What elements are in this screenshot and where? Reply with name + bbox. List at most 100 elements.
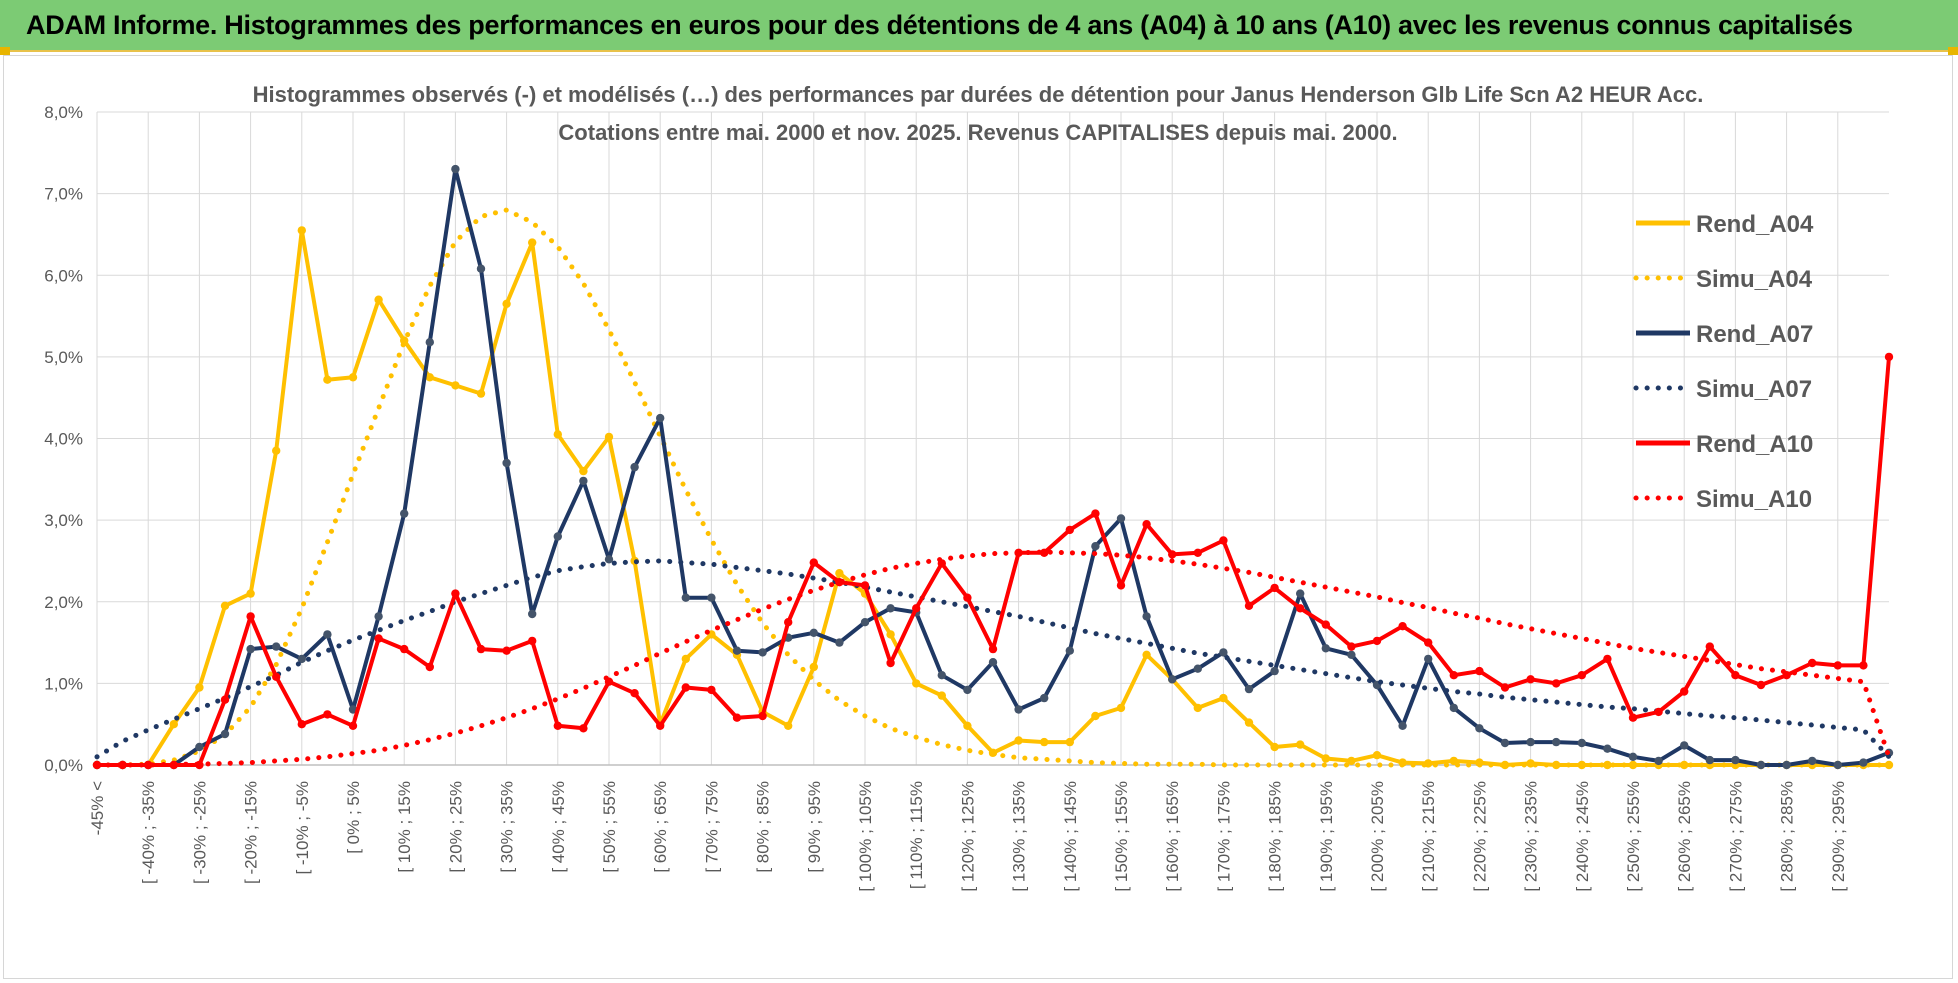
data-point-Rend_A10 [476, 644, 486, 654]
data-point-Rend_A10 [400, 644, 409, 654]
data-point-Rend_A10 [1680, 687, 1689, 696]
data-point-Rend_A04 [912, 679, 921, 688]
data-point-Rend_A04 [1884, 760, 1894, 770]
data-point-Rend_A07 [528, 609, 537, 619]
data-point-Rend_A04 [323, 375, 332, 384]
data-point-Rend_A07 [1680, 741, 1689, 750]
y-tick-label: 4,0% [44, 430, 83, 449]
data-point-Rend_A10 [1756, 680, 1766, 690]
data-point-Rend_A07 [1475, 724, 1484, 733]
data-point-Rend_A07 [732, 646, 742, 655]
series-line-Simu_A07 [94, 558, 1892, 760]
series-Simu_A04 [94, 207, 1892, 768]
data-point-Rend_A04 [1347, 756, 1356, 766]
chart-title-line-1: Histogrammes observés (-) et modélisés (… [253, 82, 1704, 107]
y-tick-label: 1,0% [44, 674, 83, 693]
data-point-Rend_A04 [886, 630, 895, 639]
data-point-Rend_A10 [348, 721, 358, 730]
data-point-Rend_A10 [758, 711, 767, 721]
data-point-Rend_A10 [1372, 636, 1382, 646]
data-point-Rend_A07 [860, 618, 870, 627]
y-tick-label: 6,0% [44, 266, 83, 285]
data-point-Rend_A10 [1321, 620, 1331, 629]
data-point-Rend_A10 [963, 593, 972, 602]
data-point-Rend_A10 [272, 672, 281, 681]
data-point-Rend_A07 [1705, 755, 1715, 765]
data-point-Rend_A10 [1270, 583, 1279, 593]
x-tick-label: [ 40% ; 45% [549, 781, 568, 873]
data-point-Rend_A10 [1705, 642, 1715, 651]
x-axis: -45% < [ -40% ; -35% [ -30% ; -25% [ -20% ;… [88, 764, 1889, 892]
data-point-Rend_A10 [1244, 601, 1254, 610]
data-point-Rend_A07 [220, 729, 230, 739]
data-point-Rend_A04 [1680, 760, 1689, 770]
data-point-Rend_A10 [860, 581, 870, 590]
data-point-Rend_A10 [1449, 671, 1459, 680]
legend-label: Rend_A10 [1696, 431, 1813, 458]
data-point-Rend_A04 [1244, 718, 1254, 727]
x-tick-label: [ 30% ; 35% [498, 781, 517, 873]
data-point-Rend_A04 [835, 569, 844, 578]
legend-entry-Simu_A10: Simu_A10 [1633, 486, 1812, 513]
data-point-Rend_A04 [1296, 740, 1305, 749]
data-point-Rend_A10 [1526, 675, 1535, 684]
x-tick-label: [ 230% ; 235% [1522, 781, 1541, 892]
data-point-Rend_A04 [246, 589, 255, 598]
data-point-Rend_A04 [476, 389, 486, 398]
data-point-Rend_A07 [1500, 738, 1510, 748]
data-point-Rend_A10 [1731, 671, 1740, 680]
series-Simu_A07 [94, 558, 1892, 760]
series-Simu_A10 [94, 549, 1892, 768]
data-point-Rend_A04 [1526, 759, 1535, 768]
data-point-Rend_A07 [886, 604, 895, 613]
legend-label: Rend_A07 [1696, 321, 1813, 348]
data-point-Rend_A04 [1091, 711, 1100, 721]
data-point-Rend_A07 [1782, 760, 1791, 770]
data-point-Rend_A07 [1065, 646, 1075, 655]
data-point-Rend_A07 [1731, 755, 1740, 765]
data-point-Rend_A07 [835, 638, 844, 647]
chart-frame [3, 55, 1953, 979]
data-point-Rend_A04 [1219, 693, 1228, 703]
x-tick-label: [ 60% ; 65% [651, 781, 670, 873]
data-point-Rend_A10 [656, 721, 665, 730]
data-point-Rend_A10 [425, 662, 434, 672]
data-point-Rend_A10 [1168, 550, 1177, 559]
data-point-Rend_A10 [553, 721, 562, 730]
legend-label: Simu_A10 [1696, 486, 1812, 513]
x-tick-label: [ 70% ; 75% [702, 781, 721, 873]
data-point-Rend_A04 [451, 381, 460, 390]
data-point-Rend_A04 [374, 295, 383, 304]
data-point-Rend_A07 [1526, 737, 1535, 747]
legend-label: Simu_A07 [1696, 376, 1812, 403]
legend-entry-Simu_A04: Simu_A04 [1633, 266, 1813, 293]
x-tick-label: [ 130% ; 135% [1010, 781, 1029, 892]
data-point-Rend_A07 [937, 671, 946, 680]
data-point-Rend_A10 [1424, 638, 1433, 647]
x-tick-label: [ 0% ; 5% [344, 781, 363, 854]
data-point-Rend_A07 [579, 476, 588, 486]
data-point-Rend_A04 [681, 654, 690, 664]
y-tick-label: 2,0% [44, 593, 83, 612]
data-point-Rend_A07 [963, 685, 972, 695]
data-point-Rend_A10 [1654, 707, 1663, 717]
chart-title-line-2: Cotations entre mai. 2000 et nov. 2025. … [558, 120, 1397, 145]
data-point-Rend_A10 [1040, 548, 1049, 557]
data-point-Rend_A07 [323, 630, 332, 639]
data-point-Rend_A04 [809, 662, 818, 672]
data-point-Rend_A04 [937, 691, 946, 700]
data-point-Rend_A10 [579, 724, 588, 733]
legend-label: Simu_A04 [1696, 266, 1813, 293]
data-point-Rend_A04 [502, 299, 511, 308]
data-point-Rend_A10 [1219, 536, 1228, 545]
data-point-Rend_A10 [1142, 520, 1151, 529]
x-tick-label: [ 220% ; 225% [1470, 781, 1489, 892]
x-tick-label: [ 120% ; 125% [958, 781, 977, 892]
data-point-Rend_A04 [1449, 756, 1459, 766]
data-point-Rend_A10 [1296, 604, 1305, 613]
data-point-Rend_A10 [246, 612, 255, 621]
corner-mark-right [1948, 47, 1958, 55]
data-point-Rend_A07 [1142, 612, 1151, 621]
data-point-Rend_A07 [1654, 756, 1663, 766]
